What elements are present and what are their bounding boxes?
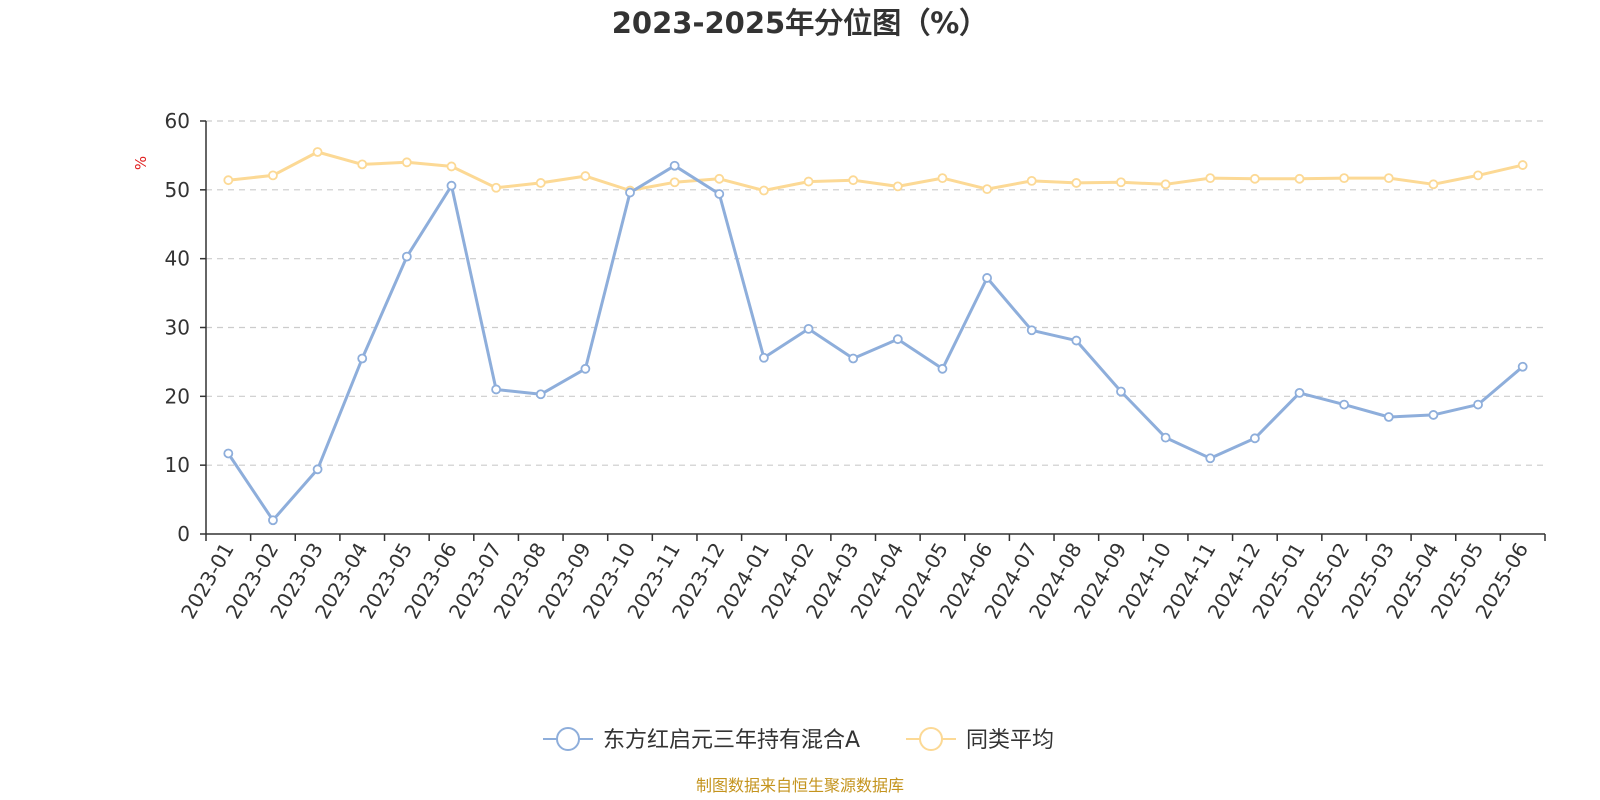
data-point[interactable] <box>1160 179 1171 190</box>
data-point[interactable] <box>669 177 680 188</box>
series-1 <box>223 160 1528 526</box>
data-point[interactable] <box>1249 433 1260 444</box>
data-point[interactable] <box>535 178 546 188</box>
data-point[interactable] <box>1428 179 1439 190</box>
data-point[interactable] <box>491 384 502 395</box>
legend-item-1[interactable]: 东方红启元三年持有混合A <box>543 727 860 753</box>
data-point[interactable] <box>1026 325 1037 336</box>
data-point[interactable] <box>1517 361 1528 372</box>
y-tick-label: 60 <box>165 109 190 133</box>
data-point[interactable] <box>312 147 323 157</box>
legend-label: 东方红启元三年持有混合A <box>603 728 860 753</box>
data-point[interactable] <box>982 273 992 283</box>
data-point[interactable] <box>580 171 591 181</box>
data-point[interactable] <box>892 334 903 345</box>
y-tick-label: 10 <box>165 453 190 477</box>
data-point[interactable] <box>892 181 903 192</box>
data-point[interactable] <box>1473 399 1483 410</box>
data-point[interactable] <box>491 182 502 193</box>
data-point[interactable] <box>759 185 769 196</box>
data-point[interactable] <box>268 515 278 526</box>
y-tick-label: 40 <box>165 247 190 271</box>
data-point[interactable] <box>268 170 278 181</box>
series-line <box>226 164 1525 522</box>
data-point[interactable] <box>1071 178 1082 188</box>
legend-label: 同类平均 <box>966 728 1054 753</box>
data-point[interactable] <box>1071 335 1082 346</box>
data-point[interactable] <box>1249 173 1260 184</box>
data-point[interactable] <box>982 184 992 195</box>
series-layer <box>223 147 1528 526</box>
y-tick-label: 30 <box>165 316 190 340</box>
grid-lines <box>206 120 1545 466</box>
data-point[interactable] <box>937 363 948 374</box>
data-point[interactable] <box>357 159 368 170</box>
chart-title: 2023-2025年分位图（%） <box>612 6 989 40</box>
data-point[interactable] <box>1383 173 1394 184</box>
legend-item-2[interactable]: 同类平均 <box>906 727 1054 753</box>
data-point[interactable] <box>1517 160 1528 170</box>
series-2 <box>223 147 1528 196</box>
data-point[interactable] <box>848 175 859 186</box>
data-point[interactable] <box>848 353 859 364</box>
y-axis-unit-label: % <box>132 156 150 170</box>
data-point[interactable] <box>580 363 591 374</box>
data-point[interactable] <box>714 189 725 199</box>
legend[interactable]: 东方红启元三年持有混合A 同类平均 <box>543 727 1054 753</box>
data-point[interactable] <box>535 389 546 400</box>
data-point[interactable] <box>1473 170 1483 181</box>
data-point[interactable] <box>446 180 457 191</box>
data-point[interactable] <box>1205 453 1216 464</box>
data-point[interactable] <box>446 161 457 172</box>
y-tick-label: 50 <box>165 178 190 202</box>
data-point[interactable] <box>401 251 412 262</box>
data-point[interactable] <box>357 353 368 364</box>
legend-marker <box>556 727 580 751</box>
data-point[interactable] <box>669 160 680 171</box>
data-point[interactable] <box>1160 432 1171 443</box>
y-tick-label: 20 <box>165 384 190 408</box>
data-point[interactable] <box>625 187 635 198</box>
data-point[interactable] <box>1339 399 1350 410</box>
data-point[interactable] <box>759 352 769 363</box>
data-point[interactable] <box>1205 173 1216 184</box>
source-note: 制图数据来自恒生聚源数据库 <box>696 776 904 795</box>
legend-marker <box>919 727 943 751</box>
data-point[interactable] <box>1294 173 1305 184</box>
data-point[interactable] <box>803 176 814 187</box>
data-point[interactable] <box>937 173 948 184</box>
data-point[interactable] <box>1116 386 1126 397</box>
series-line <box>226 150 1525 192</box>
data-point[interactable] <box>1294 387 1305 398</box>
data-point[interactable] <box>1428 410 1439 420</box>
data-point[interactable] <box>312 464 323 475</box>
data-point[interactable] <box>1116 177 1126 188</box>
data-point[interactable] <box>1383 412 1394 422</box>
y-tick-label: 0 <box>177 522 190 546</box>
data-point[interactable] <box>1026 175 1037 186</box>
data-point[interactable] <box>223 175 234 186</box>
axes: 01020304050602023-012023-022023-032023-0… <box>165 109 1546 623</box>
data-point[interactable] <box>714 173 725 184</box>
data-point[interactable] <box>1339 173 1350 184</box>
data-point[interactable] <box>401 157 412 168</box>
data-point[interactable] <box>223 448 234 459</box>
data-point[interactable] <box>803 323 814 334</box>
